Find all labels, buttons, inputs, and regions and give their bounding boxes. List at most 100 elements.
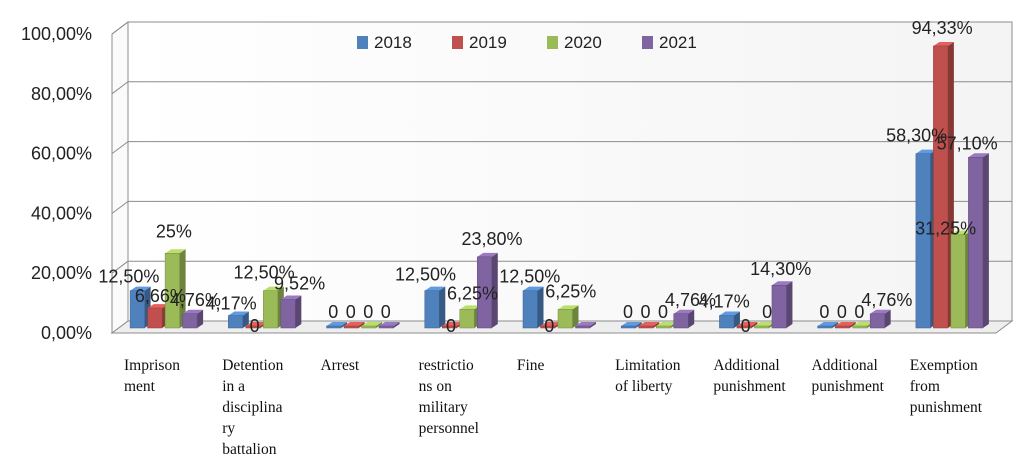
data-label: 0 bbox=[762, 302, 772, 322]
bar-top bbox=[771, 281, 793, 286]
gridline-side bbox=[111, 200, 129, 214]
data-label: 12,50% bbox=[234, 263, 295, 283]
data-label: 14,30% bbox=[750, 259, 811, 279]
bar-side bbox=[376, 322, 383, 328]
bar-front bbox=[933, 45, 949, 329]
category-label: Detention in a disciplina ry battalion bbox=[222, 357, 283, 458]
bar-top bbox=[540, 322, 561, 326]
bar-front bbox=[915, 153, 931, 329]
data-label: 4,17% bbox=[699, 292, 750, 312]
legend: 2018 2019 2020 2021 bbox=[357, 33, 697, 52]
bar-front bbox=[834, 325, 850, 329]
bar-side bbox=[590, 322, 596, 328]
bar-top bbox=[147, 304, 169, 309]
legend-label: 2019 bbox=[469, 33, 507, 52]
bar-top bbox=[182, 309, 204, 314]
legend-label: 2021 bbox=[659, 33, 697, 52]
bar-top bbox=[933, 41, 954, 46]
data-label: 31,25% bbox=[915, 219, 976, 239]
bar-side bbox=[688, 309, 695, 328]
y-tick-label: 60,00% bbox=[31, 144, 92, 164]
data-label: 0 bbox=[640, 302, 650, 322]
data-label: 25% bbox=[156, 221, 192, 241]
bar-2018 bbox=[228, 311, 249, 329]
bar-side bbox=[295, 295, 302, 328]
bar-side bbox=[635, 322, 642, 328]
bar-2021 bbox=[673, 309, 695, 329]
bar-2021 bbox=[575, 322, 596, 329]
bar-front bbox=[736, 325, 752, 329]
bar-top bbox=[344, 322, 365, 326]
bar-top bbox=[719, 311, 740, 316]
y-axis-tick-labels: 0,00% 20,00% 40,00% 60,00% 80,00% 100,00% bbox=[21, 24, 92, 343]
bar-2021 bbox=[869, 309, 891, 329]
data-label: 0 bbox=[363, 302, 373, 322]
data-label: 4,76% bbox=[665, 290, 716, 310]
legend-label: 2020 bbox=[564, 33, 602, 52]
bar-2021 bbox=[378, 322, 400, 329]
bar-top bbox=[459, 305, 481, 310]
bar-top bbox=[638, 322, 660, 326]
bar-side bbox=[341, 322, 348, 328]
legend-swatch bbox=[357, 36, 368, 49]
bar-side bbox=[982, 153, 989, 328]
legend-swatch bbox=[547, 36, 558, 49]
data-label: 9,52% bbox=[274, 274, 325, 294]
bar-front bbox=[522, 290, 538, 329]
bar-front bbox=[557, 309, 573, 329]
gridline-side bbox=[111, 81, 129, 95]
bar-front bbox=[754, 325, 770, 329]
bar-top bbox=[915, 149, 937, 154]
bar-front bbox=[540, 325, 556, 329]
bar-front bbox=[673, 313, 689, 329]
data-label: 12,50% bbox=[395, 265, 456, 285]
category-label: Additional punishment bbox=[713, 357, 786, 395]
bar-side bbox=[179, 249, 186, 328]
bar-side bbox=[242, 311, 249, 328]
bar-front bbox=[228, 315, 244, 329]
category-label: Arrest bbox=[320, 357, 359, 374]
bar-side bbox=[832, 322, 839, 328]
bar-2019 bbox=[736, 322, 758, 329]
data-label: 12,50% bbox=[98, 267, 159, 287]
data-label: 0 bbox=[544, 316, 554, 336]
bar-front bbox=[719, 315, 735, 329]
data-labels: 12,50%6,66%25%4,76%4,17%012,50%9,52%0 0 0 0… bbox=[98, 18, 997, 336]
data-label: 4,17% bbox=[206, 294, 257, 314]
bar-2021 bbox=[771, 281, 793, 329]
bar-2018 bbox=[817, 322, 839, 329]
bar-side bbox=[358, 322, 365, 328]
bar-top bbox=[379, 322, 400, 326]
legend-item-2021: 2021 bbox=[642, 33, 697, 52]
bar-front bbox=[424, 290, 440, 329]
bar-2019 bbox=[834, 322, 856, 329]
bar-top bbox=[245, 322, 267, 326]
bar-front bbox=[620, 325, 636, 329]
bar-front bbox=[129, 290, 145, 329]
bar-2018 bbox=[424, 286, 446, 329]
bar-2018 bbox=[719, 311, 740, 329]
bar-front bbox=[182, 313, 198, 329]
bar-front bbox=[950, 234, 966, 329]
data-label: 0 bbox=[741, 316, 751, 336]
data-label: 0 bbox=[381, 302, 391, 322]
bar-2021 bbox=[182, 309, 204, 329]
bar-side bbox=[884, 309, 891, 328]
bar-front bbox=[638, 325, 654, 329]
bar-front bbox=[459, 309, 475, 329]
bar-2020 bbox=[361, 322, 383, 329]
bar-2021 bbox=[968, 153, 989, 329]
bar-2018 bbox=[522, 286, 544, 329]
bar-top bbox=[736, 322, 758, 326]
bar-front bbox=[164, 253, 180, 329]
bar-top bbox=[361, 322, 383, 326]
y-tick-label: 100,00% bbox=[21, 24, 92, 44]
bar-front bbox=[575, 325, 591, 329]
bar-top bbox=[575, 322, 596, 326]
bar-side bbox=[197, 309, 204, 328]
data-label: 0 bbox=[446, 316, 456, 336]
bar-top bbox=[326, 322, 348, 326]
bar-top bbox=[852, 322, 874, 326]
bar-2019 bbox=[638, 322, 660, 329]
